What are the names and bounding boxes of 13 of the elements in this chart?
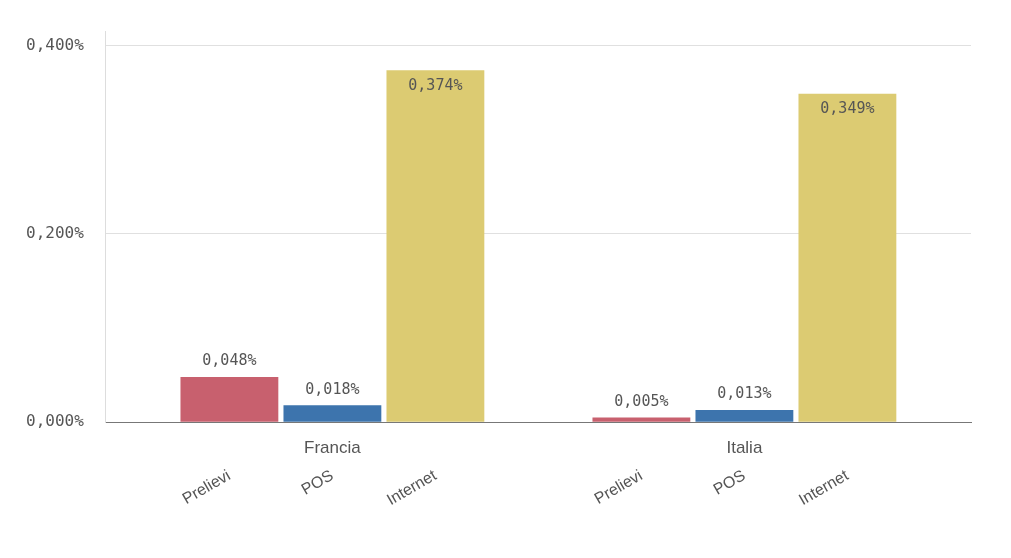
data-label: 0,018% [305, 379, 360, 398]
x-tick-label: POS [298, 466, 337, 498]
text: Italia [726, 438, 763, 458]
data-label: 0,013% [717, 384, 772, 403]
y-tick-label: 0,000% [26, 411, 85, 431]
text: Francia [304, 438, 362, 458]
data-label: 0,005% [614, 391, 669, 410]
data-label: 0,374% [408, 75, 463, 94]
y-tick-label: 0,200% [26, 223, 85, 243]
x-tick-label: POS [710, 466, 749, 498]
data-label: 0,048% [202, 351, 257, 370]
data-label: 0,349% [820, 99, 875, 118]
y-tick-label: 0,400% [26, 34, 85, 54]
